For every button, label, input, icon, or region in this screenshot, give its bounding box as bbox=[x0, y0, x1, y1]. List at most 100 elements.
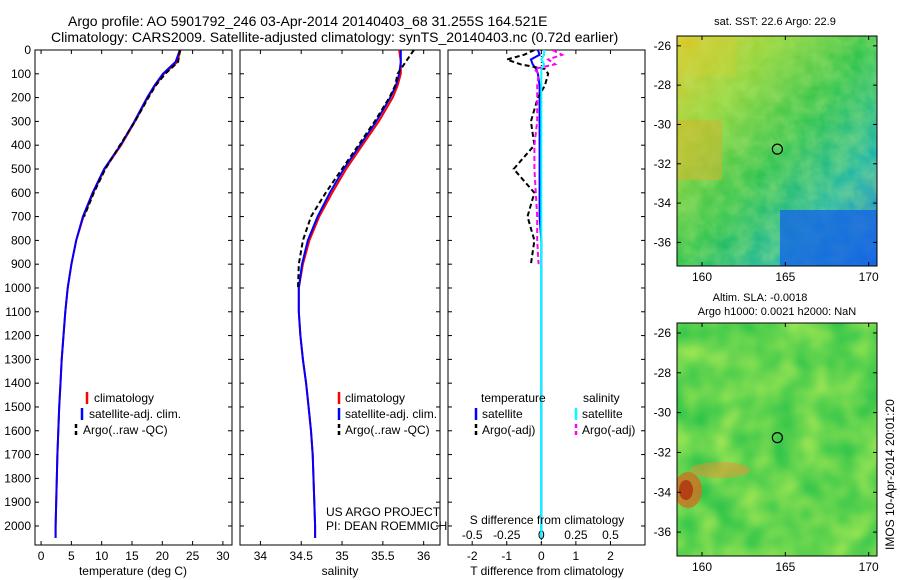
legend-label-temp-argo: Argo(-adj) bbox=[482, 423, 535, 437]
sst-map-axes bbox=[676, 35, 878, 267]
depth-tick-label: 500 bbox=[11, 162, 31, 176]
temperature-panel: 0 100 200 300 400 500 600 700 800 900 1000 1100 1200… bbox=[4, 43, 233, 578]
salinity-xlabel: salinity bbox=[322, 564, 359, 578]
lat-tick-label: -34 bbox=[654, 485, 672, 499]
sst-map-title: sat. SST: 22.6 Argo: 22.9 bbox=[714, 16, 836, 28]
lat-tick-label: -28 bbox=[654, 366, 672, 380]
depth-tick-label: 1300 bbox=[4, 352, 31, 366]
sla-map-panel: Altim. SLA: -0.0018 Argo h1000: 0.0021 h… bbox=[654, 292, 879, 574]
depth-tick-label: 1000 bbox=[4, 281, 31, 295]
salinity-lines bbox=[297, 50, 415, 538]
salinity-panel: 34 34.5 35 35.5 36 salinity climatology sate… bbox=[239, 49, 447, 578]
series-argo-raw-qc- bbox=[297, 50, 415, 289]
difference-legend: temperature satellite Argo(-adj) salinit… bbox=[474, 391, 635, 437]
pi-annotation: PI: DEAN ROEMMICH bbox=[326, 519, 447, 533]
lat-tick-label: -30 bbox=[654, 406, 672, 420]
lat-tick-label: -36 bbox=[654, 525, 672, 539]
lon-tick-label: 160 bbox=[692, 560, 712, 574]
depth-tick-label: 700 bbox=[11, 210, 31, 224]
difference-ticks: -2 -1 0 1 2-0.5 -0.25 0 0.25 0.5 bbox=[462, 50, 619, 563]
sal-diff-tick-label: 0.25 bbox=[564, 528, 588, 542]
project-annotation: US ARGO PROJECT bbox=[326, 505, 441, 519]
difference-depth-ticks bbox=[448, 49, 645, 527]
depth-tick-label: 400 bbox=[11, 138, 31, 152]
difference-axes bbox=[447, 49, 646, 546]
lat-tick-label: -30 bbox=[654, 117, 672, 131]
temperature-xlabel: temperature (deg C) bbox=[79, 564, 187, 578]
salinity-ticks: 34 34.5 35 35.5 36 bbox=[254, 50, 431, 563]
sal-diff-tick-label: -0.25 bbox=[493, 528, 521, 542]
legend-label-satellite: satellite-adj. clim. bbox=[89, 407, 181, 421]
lon-tick-label: 165 bbox=[775, 270, 795, 284]
depth-tick-label: 800 bbox=[11, 233, 31, 247]
x-tick-label: 1 bbox=[573, 549, 580, 563]
depth-tick-label: 900 bbox=[11, 257, 31, 271]
legend-header-salinity: salinity bbox=[583, 391, 620, 405]
legend-label-sal-argo: Argo(-adj) bbox=[582, 423, 635, 437]
depth-ticks: 0 100 200 300 400 500 600 700 800 900 1000 1100 1200… bbox=[4, 43, 232, 533]
temperature-lines bbox=[54, 50, 182, 538]
depth-tick-label: 100 bbox=[11, 67, 31, 81]
temperature-legend: climatology satellite-adj. clim. Argo(..… bbox=[74, 391, 181, 437]
depth-tick-label: 2000 bbox=[4, 519, 31, 533]
x-tick-label: 0 bbox=[538, 549, 545, 563]
depth-tick-label: 1400 bbox=[4, 376, 31, 390]
legend-label-climatology: climatology bbox=[345, 391, 405, 405]
depth-tick-label: 1500 bbox=[4, 400, 31, 414]
lat-tick-label: -26 bbox=[654, 39, 672, 53]
sal-diff-tick-label: -0.5 bbox=[462, 528, 483, 542]
lat-tick-label: -32 bbox=[654, 445, 672, 459]
salinity-legend: climatology satellite-adj. clim. Argo(..… bbox=[337, 391, 437, 437]
sla-map-image bbox=[677, 323, 877, 556]
depth-tick-label: 1600 bbox=[4, 424, 31, 438]
sst-map-ticks: 160 165 170 -26 -28 -30 -32 -34 -36 bbox=[654, 36, 879, 284]
x-tick-label: 0 bbox=[38, 549, 45, 563]
x-tick-label: 25 bbox=[186, 549, 200, 563]
legend-label-argo: Argo(..raw -QC) bbox=[83, 423, 168, 437]
temperature-axes bbox=[34, 49, 233, 546]
legend-label-climatology: climatology bbox=[94, 391, 154, 405]
x-tick-label: 15 bbox=[125, 549, 139, 563]
lat-tick-label: -36 bbox=[654, 235, 672, 249]
sst-map-panel: sat. SST: 22.6 Argo: 22.9 160 165 170 -26 -2… bbox=[654, 16, 879, 284]
sla-map-subtitle: Argo h1000: 0.0021 h2000: NaN bbox=[698, 306, 856, 318]
temperature-ticks: 0 5 10 15 20 25 30 bbox=[38, 50, 230, 563]
depth-tick-label: 1200 bbox=[4, 329, 31, 343]
lat-tick-label: -26 bbox=[654, 326, 672, 340]
header-line-2: Climatology: CARS2009. Satellite-adjuste… bbox=[51, 29, 618, 45]
sla-map-axes bbox=[676, 322, 878, 557]
imos-credit: IMOS 10-Apr-2014 20:01:20 bbox=[883, 399, 897, 550]
lat-tick-label: -28 bbox=[654, 78, 672, 92]
depth-tick-label: 1100 bbox=[5, 305, 31, 319]
depth-tick-label: 1800 bbox=[4, 471, 31, 485]
series-salinity-satellite bbox=[540, 50, 546, 538]
legend-label-satellite: satellite-adj. clim. bbox=[345, 407, 437, 421]
x-tick-label: -1 bbox=[501, 549, 512, 563]
x-tick-label: 2 bbox=[607, 549, 614, 563]
x-tick-label: 30 bbox=[216, 549, 230, 563]
series-salinity-argo-adj- bbox=[532, 50, 565, 265]
x-tick-label: 5 bbox=[68, 549, 75, 563]
x-tick-label: 35 bbox=[335, 549, 349, 563]
series-argo-raw-qc- bbox=[83, 50, 181, 217]
argo-location-marker bbox=[771, 432, 783, 444]
argo-location-marker bbox=[771, 143, 783, 155]
difference-panel: -2 -1 0 1 2-0.5 -0.25 0 0.25 0.5 T difference fr… bbox=[447, 49, 646, 578]
lon-tick-label: 170 bbox=[859, 560, 879, 574]
depth-tick-label: 200 bbox=[11, 91, 31, 105]
depth-tick-label: 300 bbox=[11, 114, 31, 128]
depth-tick-label: 600 bbox=[11, 186, 31, 200]
x-tick-label: 34.5 bbox=[290, 549, 314, 563]
lat-tick-label: -32 bbox=[654, 157, 672, 171]
sla-map-ticks: 160 165 170 -26 -28 -30 -32 -34 -36 bbox=[654, 323, 879, 574]
depth-tick-label: 1900 bbox=[4, 495, 31, 509]
legend-label-temp-satellite: satellite bbox=[482, 407, 523, 421]
lon-tick-label: 170 bbox=[859, 270, 879, 284]
difference-lines bbox=[503, 50, 565, 538]
series-temperature-argo-adj- bbox=[503, 50, 550, 265]
x-tick-label: 35.5 bbox=[371, 549, 395, 563]
x-tick-label: 20 bbox=[156, 549, 170, 563]
legend-label-argo: Argo(..raw -QC) bbox=[345, 423, 430, 437]
sla-map-title: Altim. SLA: -0.0018 bbox=[713, 292, 808, 304]
